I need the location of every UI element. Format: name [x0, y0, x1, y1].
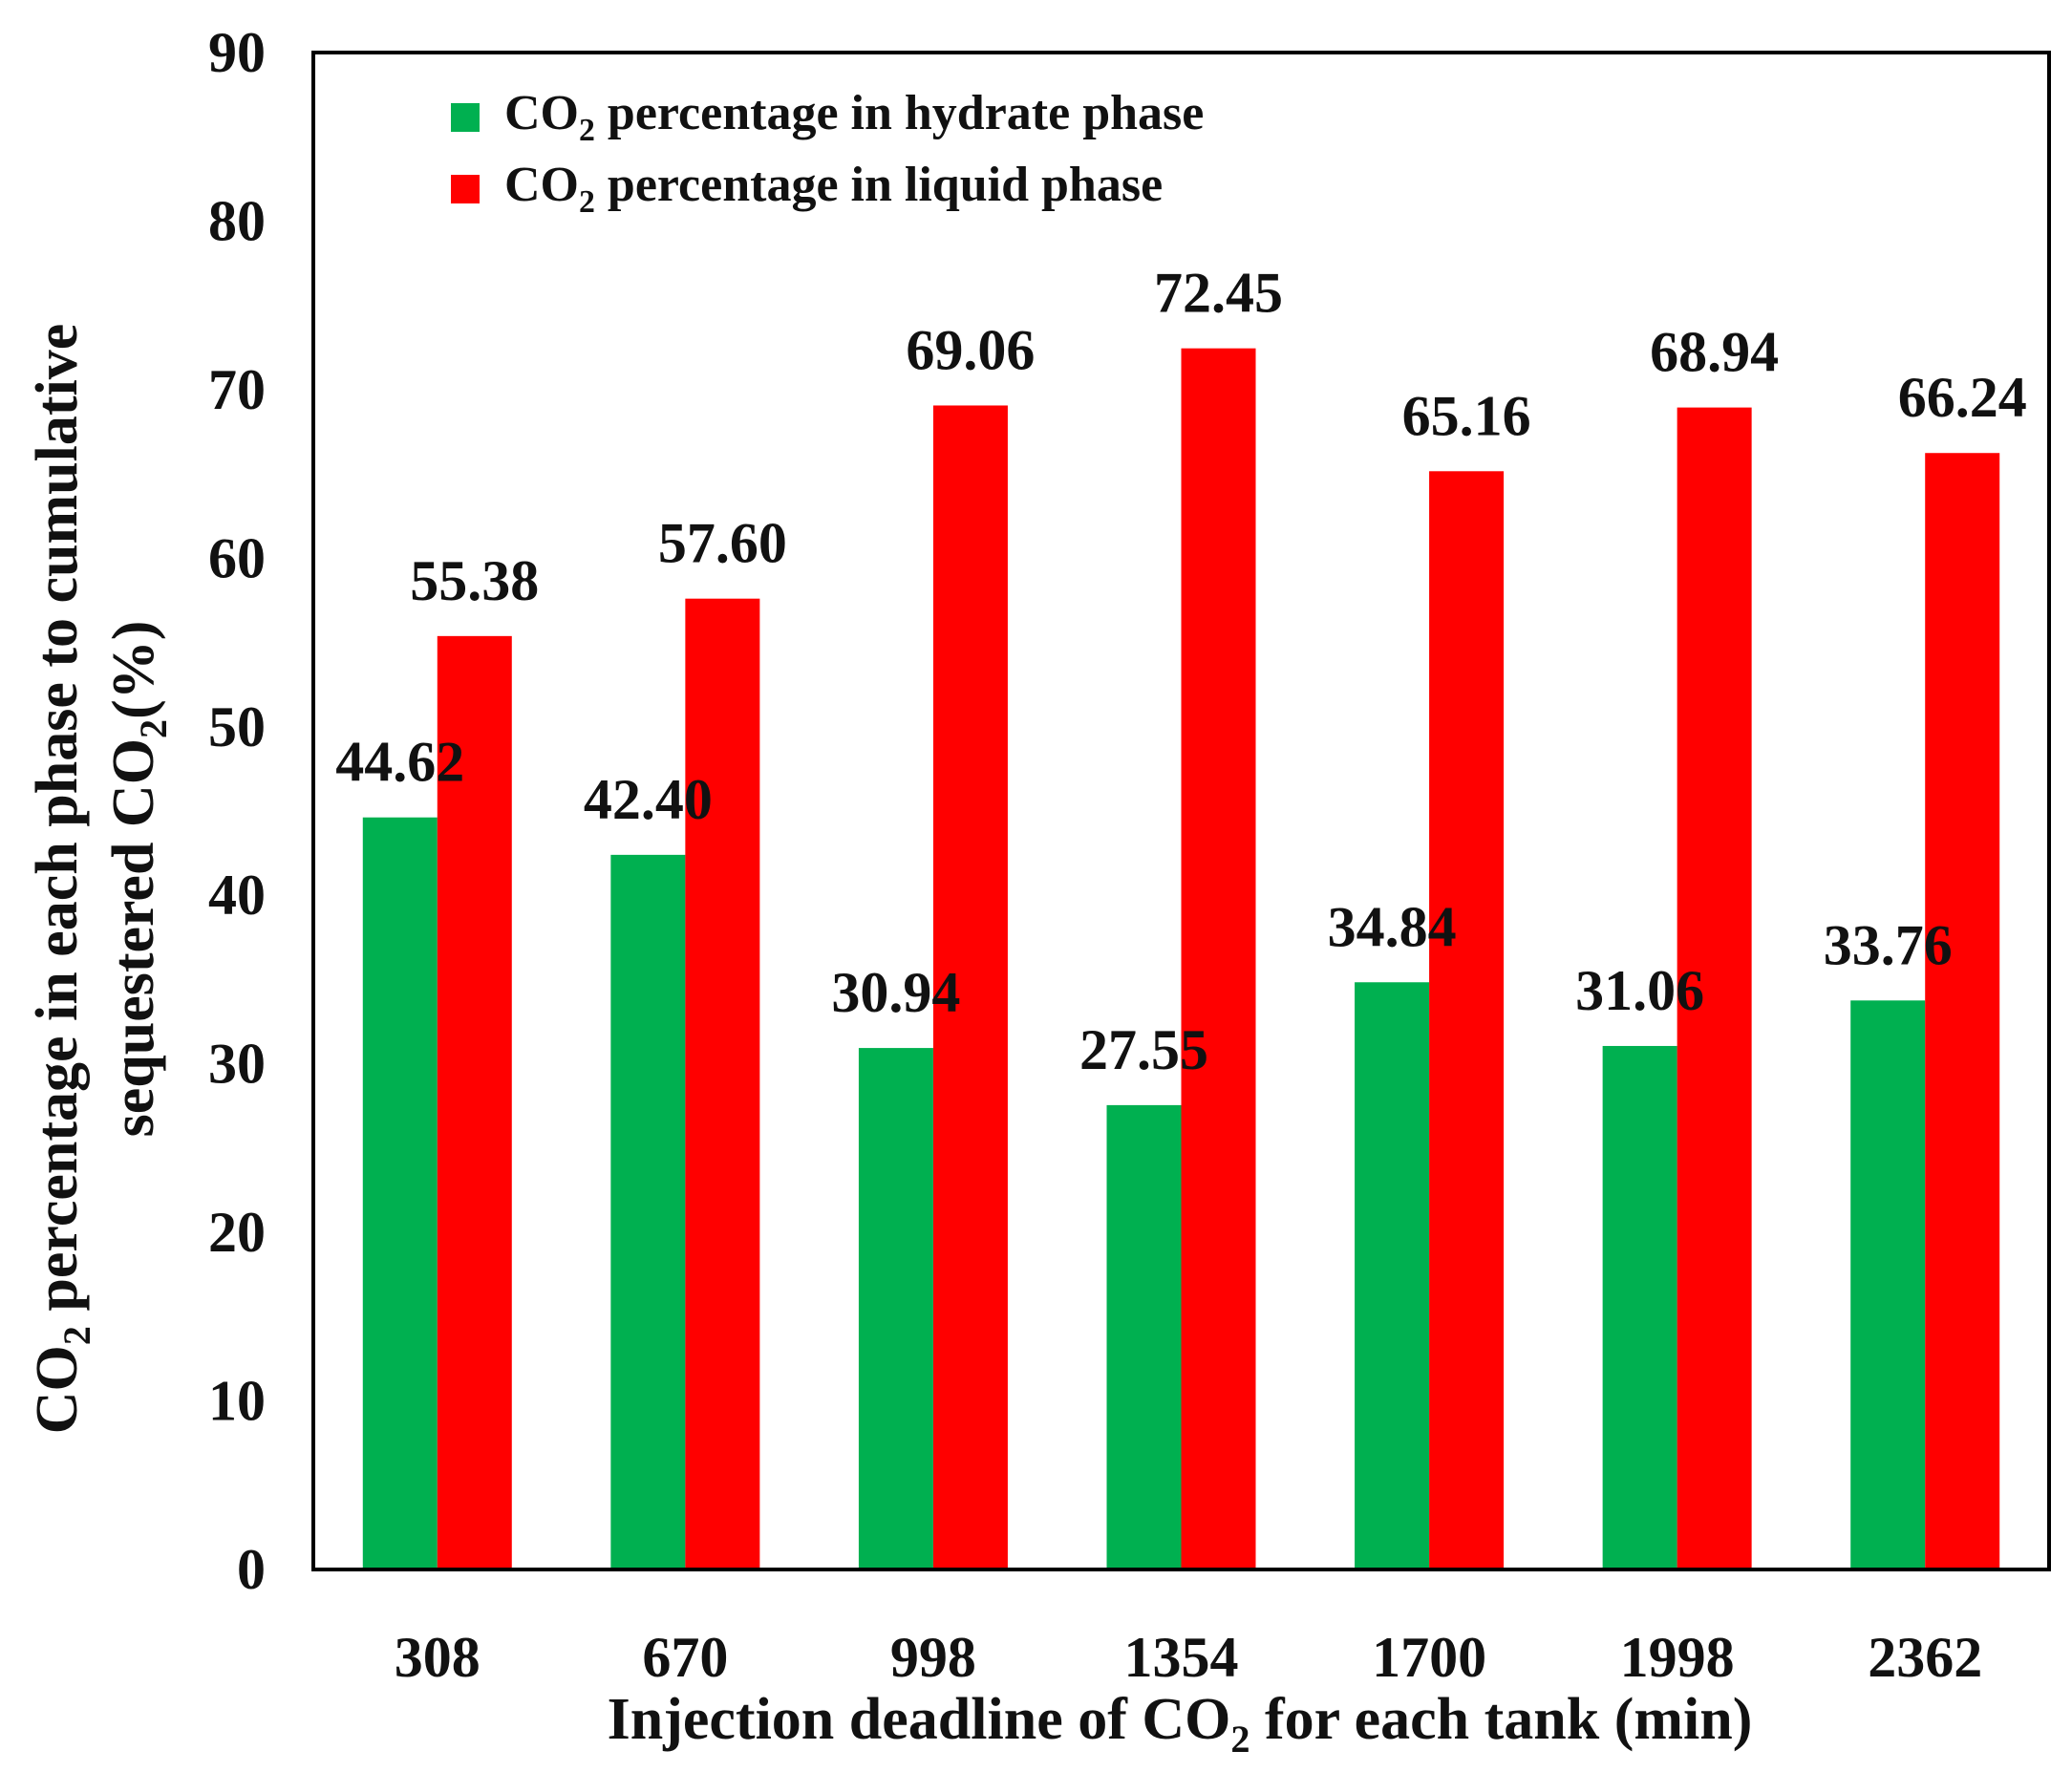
bar-liquid [685, 598, 760, 1569]
plot-frame [311, 51, 2051, 1571]
data-label-liquid: 65.16 [1402, 384, 1531, 447]
legend-swatch-liquid [451, 175, 480, 203]
y-tick-label: 70 [208, 358, 266, 421]
y-axis-title-line2-post: (%) [101, 621, 166, 719]
data-label-liquid: 66.24 [1898, 366, 2027, 429]
legend: CO2 percentage in hydrate phase CO2 perc… [451, 86, 1204, 220]
data-label-hydrate: 33.76 [1824, 913, 1953, 976]
bar-liquid [1429, 471, 1505, 1570]
x-tick-label: 998 [890, 1626, 976, 1689]
x-tick-label: 670 [642, 1626, 728, 1689]
legend-label-hydrate-pre: CO [504, 86, 579, 140]
y-axis-ticks: 0 10 20 30 40 50 60 70 80 90 [208, 21, 266, 1601]
data-label-hydrate: 44.62 [335, 731, 464, 794]
legend-label-hydrate-sub: 2 [579, 113, 595, 148]
bar-hydrate [1106, 1104, 1182, 1569]
data-label-liquid: 57.60 [658, 512, 787, 575]
y-axis-title-line1: CO2 percentage in each phase to cumulati… [25, 324, 98, 1434]
data-label-liquid: 68.94 [1650, 321, 1779, 384]
y-tick-label: 60 [208, 526, 266, 589]
x-tick-label: 308 [395, 1626, 481, 1689]
data-label-hydrate: 31.06 [1575, 959, 1704, 1022]
bar-hydrate [362, 817, 438, 1569]
bar-hydrate [1850, 1000, 1926, 1569]
y-axis-title-line2-sub: 2 [132, 719, 175, 738]
data-label-hydrate: 34.84 [1328, 895, 1457, 958]
bar-liquid [437, 635, 512, 1569]
data-label-liquid: 69.06 [906, 318, 1035, 381]
data-label-liquid: 55.38 [410, 549, 539, 612]
data-label-hydrate: 42.40 [584, 768, 713, 831]
y-tick-label: 40 [208, 864, 266, 927]
y-axis-title-line1-sub: 2 [55, 1326, 98, 1345]
y-tick-label: 90 [208, 21, 266, 84]
x-axis-title-pre: Injection deadline of CO [608, 1687, 1231, 1752]
legend-label-liquid-pre: CO [504, 158, 579, 212]
legend-label-liquid-post: percentage in liquid phase [595, 158, 1163, 212]
y-tick-label: 0 [237, 1538, 266, 1601]
x-tick-label: 1998 [1620, 1626, 1735, 1689]
bar-hydrate [1355, 982, 1430, 1569]
x-axis-title-sub: 2 [1230, 1718, 1250, 1761]
bar-hydrate [858, 1048, 933, 1569]
y-tick-label: 30 [208, 1033, 266, 1096]
x-tick-label: 1700 [1372, 1626, 1486, 1689]
y-tick-label: 20 [208, 1201, 266, 1264]
y-axis-title-line1-pre: CO [25, 1345, 90, 1434]
x-tick-label: 1354 [1124, 1626, 1239, 1689]
legend-label-hydrate: CO2 percentage in hydrate phase [504, 86, 1204, 148]
y-axis-title-line2: sequestered CO2(%) [101, 621, 175, 1138]
data-label-hydrate: 27.55 [1079, 1018, 1208, 1081]
y-axis-title-line2-pre: sequestered CO [101, 738, 166, 1137]
y-tick-label: 80 [208, 189, 266, 252]
legend-label-liquid: CO2 percentage in liquid phase [504, 158, 1163, 220]
legend-label-liquid-sub: 2 [579, 184, 595, 220]
data-label-hydrate: 30.94 [831, 961, 960, 1024]
x-axis-title: Injection deadline of CO2 for each tank … [608, 1687, 1753, 1761]
y-axis-title-line1-post: percentage in each phase to cumulative [25, 324, 90, 1326]
bar-liquid [932, 405, 1008, 1570]
bar-liquid [1677, 407, 1752, 1569]
bars-group [362, 348, 2000, 1570]
x-tick-label: 2362 [1868, 1626, 1982, 1689]
data-labels-group: 44.62 55.38 42.40 57.60 30.94 69.06 27.55 72.45… [335, 262, 2026, 1081]
bar-hydrate [1602, 1045, 1677, 1569]
y-tick-label: 10 [208, 1370, 266, 1433]
legend-swatch-hydrate [451, 103, 480, 132]
bar-liquid [1925, 453, 2000, 1570]
x-axis-title-post: for each tank (min) [1250, 1687, 1753, 1752]
data-label-liquid: 72.45 [1154, 262, 1283, 325]
x-axis-ticks: 308 670 998 1354 1700 1998 2362 [395, 1626, 1982, 1689]
bar-hydrate [610, 854, 686, 1569]
y-tick-label: 50 [208, 695, 266, 758]
bar-liquid [1181, 348, 1256, 1569]
legend-label-hydrate-post: percentage in hydrate phase [595, 86, 1204, 140]
